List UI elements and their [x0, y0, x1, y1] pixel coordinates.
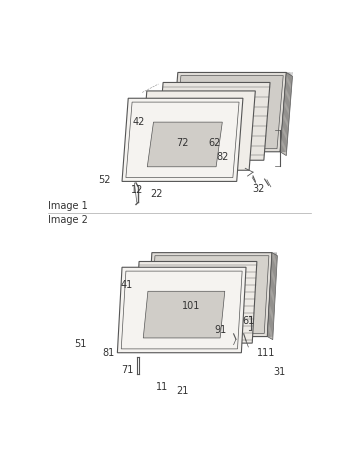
Polygon shape [147, 253, 272, 337]
Polygon shape [143, 291, 225, 338]
Text: 71: 71 [122, 365, 134, 375]
Text: 61: 61 [243, 316, 255, 326]
Text: 21: 21 [176, 386, 188, 396]
Text: 111: 111 [257, 347, 275, 357]
Text: Image 2: Image 2 [48, 215, 88, 225]
Polygon shape [267, 253, 278, 340]
Text: 91: 91 [214, 325, 226, 335]
Text: 81: 81 [103, 347, 115, 357]
Text: 22: 22 [150, 189, 162, 199]
Text: 12: 12 [131, 185, 144, 195]
Text: 82: 82 [217, 152, 229, 162]
Text: 52: 52 [99, 175, 111, 185]
Text: Image 1: Image 1 [48, 201, 88, 211]
Polygon shape [157, 82, 270, 160]
Polygon shape [134, 261, 257, 343]
Text: 51: 51 [74, 339, 86, 349]
Text: 42: 42 [133, 117, 145, 127]
Polygon shape [147, 122, 222, 167]
Polygon shape [175, 76, 283, 149]
Polygon shape [117, 267, 246, 353]
Polygon shape [141, 91, 256, 170]
Polygon shape [122, 98, 243, 181]
Polygon shape [280, 72, 293, 156]
Polygon shape [167, 111, 232, 157]
Polygon shape [150, 255, 269, 333]
Text: 11: 11 [156, 382, 168, 392]
Polygon shape [172, 72, 286, 152]
Text: 62: 62 [209, 138, 221, 148]
Text: 41: 41 [120, 280, 133, 289]
Text: 72: 72 [176, 138, 188, 148]
Text: 101: 101 [182, 300, 201, 310]
Text: 32: 32 [252, 183, 264, 193]
Text: 31: 31 [274, 367, 286, 377]
